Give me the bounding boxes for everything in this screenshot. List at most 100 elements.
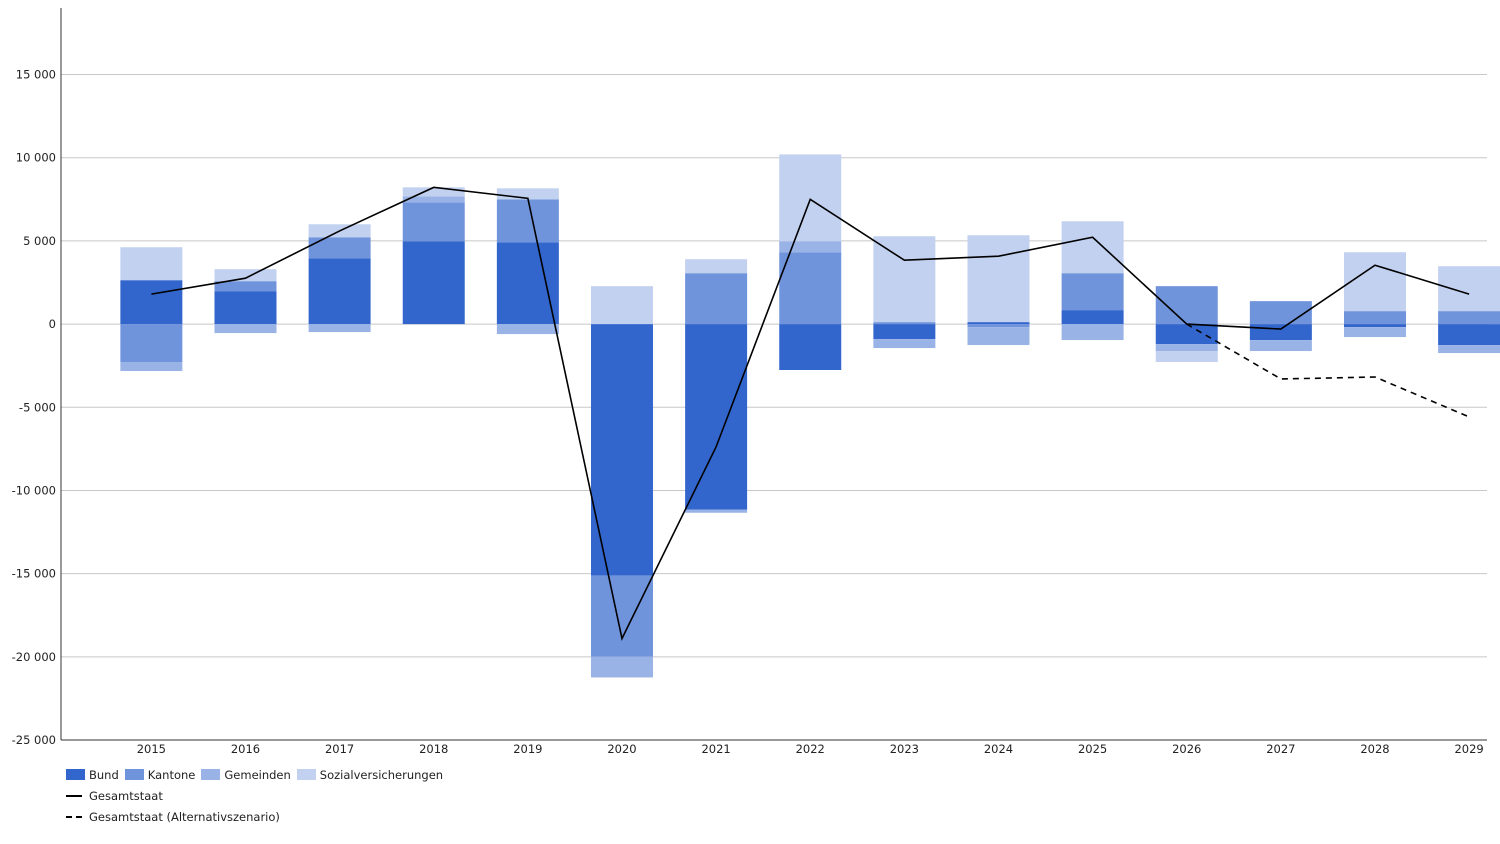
bar-bund-2016 — [214, 291, 277, 325]
bar-kantone-2025 — [1061, 273, 1124, 311]
legend-label: Gemeinden — [224, 767, 291, 782]
bar-gemeinden-2021 — [685, 509, 748, 513]
bar-sozialversicherungen-2024 — [967, 235, 1030, 323]
bar-gemeinden-2015 — [120, 362, 183, 372]
legend-item-line-1: Gesamtstaat (Alternativszenario) — [66, 806, 449, 827]
x-tick-label: 2015 — [137, 742, 166, 756]
bar-kantone-2024 — [967, 324, 1030, 328]
bar-bund-2023 — [873, 324, 936, 340]
bar-gemeinden-2017 — [308, 324, 371, 333]
x-tick-label: 2023 — [890, 742, 919, 756]
x-tick-label: 2016 — [231, 742, 260, 756]
bar-gemeinden-2025 — [1061, 324, 1124, 341]
legend-label: Gesamtstaat (Alternativszenario) — [89, 809, 280, 824]
x-tick-label: 2022 — [796, 742, 825, 756]
bar-kantone-2017 — [308, 237, 371, 259]
legend-item-line-0: Gesamtstaat — [66, 785, 449, 806]
legend-label: Kantone — [147, 767, 196, 782]
bar-kantone-2028 — [1343, 311, 1406, 325]
bar-bund-2024 — [967, 322, 1030, 325]
legend-swatch — [296, 769, 316, 780]
x-tick-label: 2024 — [984, 742, 1013, 756]
bar-bund-2028 — [1343, 324, 1406, 328]
x-tick-label: 2019 — [513, 742, 542, 756]
bar-kantone-2019 — [496, 199, 559, 243]
bar-sozialversicherungen-2025 — [1061, 221, 1124, 274]
y-tick-label: 5 000 — [23, 234, 56, 248]
x-tick-label: 2026 — [1172, 742, 1201, 756]
bar-gemeinden-2022 — [779, 241, 842, 253]
bar-sozialversicherungen-2015 — [120, 247, 183, 281]
y-tick-label: -5 000 — [19, 400, 56, 414]
bar-bund-2027 — [1249, 324, 1312, 341]
legend-dashed-swatch — [66, 815, 82, 818]
y-tick-label: -25 000 — [12, 733, 56, 747]
chart: -25 000 -20 000 -15 000 -10 000 -5 000 0 5 000… — [12, 8, 1500, 756]
bar-sozialversicherungen-2019 — [496, 188, 559, 200]
bar-bund-2021 — [685, 324, 748, 510]
bar-sozialversicherungen-2016 — [214, 269, 277, 282]
bar-bund-2029 — [1438, 324, 1500, 346]
bar-gemeinden-2028 — [1343, 327, 1406, 338]
bar-gemeinden-2023 — [873, 339, 936, 349]
x-tick-label: 2017 — [325, 742, 354, 756]
bar-sozialversicherungen-2029 — [1438, 266, 1500, 312]
bar-kantone-2018 — [402, 202, 465, 242]
bar-gemeinden-2019 — [496, 324, 559, 335]
bar-gemeinden-2018 — [402, 196, 465, 203]
bar-bund-2019 — [496, 242, 559, 325]
y-tick-label: 15 000 — [16, 68, 56, 82]
y-tick-label: 0 — [49, 317, 56, 331]
bar-bund-2025 — [1061, 310, 1124, 325]
bar-kantone-2027 — [1249, 301, 1312, 325]
legend-item-kantone: Kantone — [124, 767, 196, 782]
legend-label: Gesamtstaat — [89, 788, 163, 803]
bar-kantone-2015 — [120, 324, 183, 363]
bar-kantone-2023 — [873, 322, 936, 325]
bar-sozialversicherungen-2026 — [1155, 351, 1218, 363]
x-tick-label: 2027 — [1266, 742, 1295, 756]
legend: Bund Kantone Gemeinden Sozialversicherungen… — [66, 764, 449, 827]
line-gesamtstaat — [151, 186, 1470, 641]
y-tick-label: 10 000 — [16, 151, 56, 165]
legend-item-gemeinden: Gemeinden — [201, 767, 291, 782]
bar-gemeinden-2024 — [967, 327, 1030, 346]
bar-sozialversicherungen-2028 — [1343, 252, 1406, 312]
bar-kantone-2020 — [590, 575, 653, 657]
legend-label: Bund — [89, 767, 119, 782]
y-tick-label: -15 000 — [12, 567, 56, 581]
bar-sozialversicherungen-2020 — [590, 286, 653, 325]
bar-kantone-2016 — [214, 281, 277, 292]
x-tick-label: 2025 — [1078, 742, 1107, 756]
bar-bund-2026 — [1155, 324, 1218, 345]
bar-bund-2015 — [120, 280, 183, 325]
legend-line-swatch — [66, 794, 82, 797]
legend-item-sozialversicherungen: Sozialversicherungen — [296, 767, 444, 782]
x-tick-label: 2018 — [419, 742, 448, 756]
bar-bund-2020 — [590, 324, 653, 576]
bar-sozialversicherungen-2023 — [873, 236, 936, 323]
x-tick-label: 2021 — [701, 742, 730, 756]
bar-sozialversicherungen-2021 — [685, 259, 748, 274]
x-tick-label: 2028 — [1360, 742, 1389, 756]
bar-gemeinden-2027 — [1249, 340, 1312, 352]
bar-bund-2018 — [402, 241, 465, 325]
bar-gemeinden-2029 — [1438, 345, 1500, 354]
legend-item-bund: Bund — [66, 768, 119, 782]
bar-sozialversicherungen-2018 — [402, 187, 465, 197]
legend-swatch — [124, 769, 144, 780]
line-gesamtstaat-alternativszenario — [1186, 323, 1470, 418]
legend-swatch — [201, 769, 221, 780]
bar-kantone-2029 — [1438, 311, 1500, 325]
x-tick-label: 2029 — [1454, 742, 1483, 756]
bar-kantone-2022 — [779, 252, 842, 325]
y-tick-label: -10 000 — [12, 483, 56, 497]
legend-swatch — [66, 769, 85, 780]
bar-sozialversicherungen-2022 — [779, 154, 842, 242]
x-tick-label: 2020 — [607, 742, 636, 756]
bar-gemeinden-2020 — [590, 656, 653, 678]
y-tick-label: -20 000 — [12, 650, 56, 664]
bar-bund-2022 — [779, 324, 842, 371]
bar-kantone-2021 — [685, 273, 748, 325]
legend-label: Sozialversicherungen — [319, 767, 444, 782]
